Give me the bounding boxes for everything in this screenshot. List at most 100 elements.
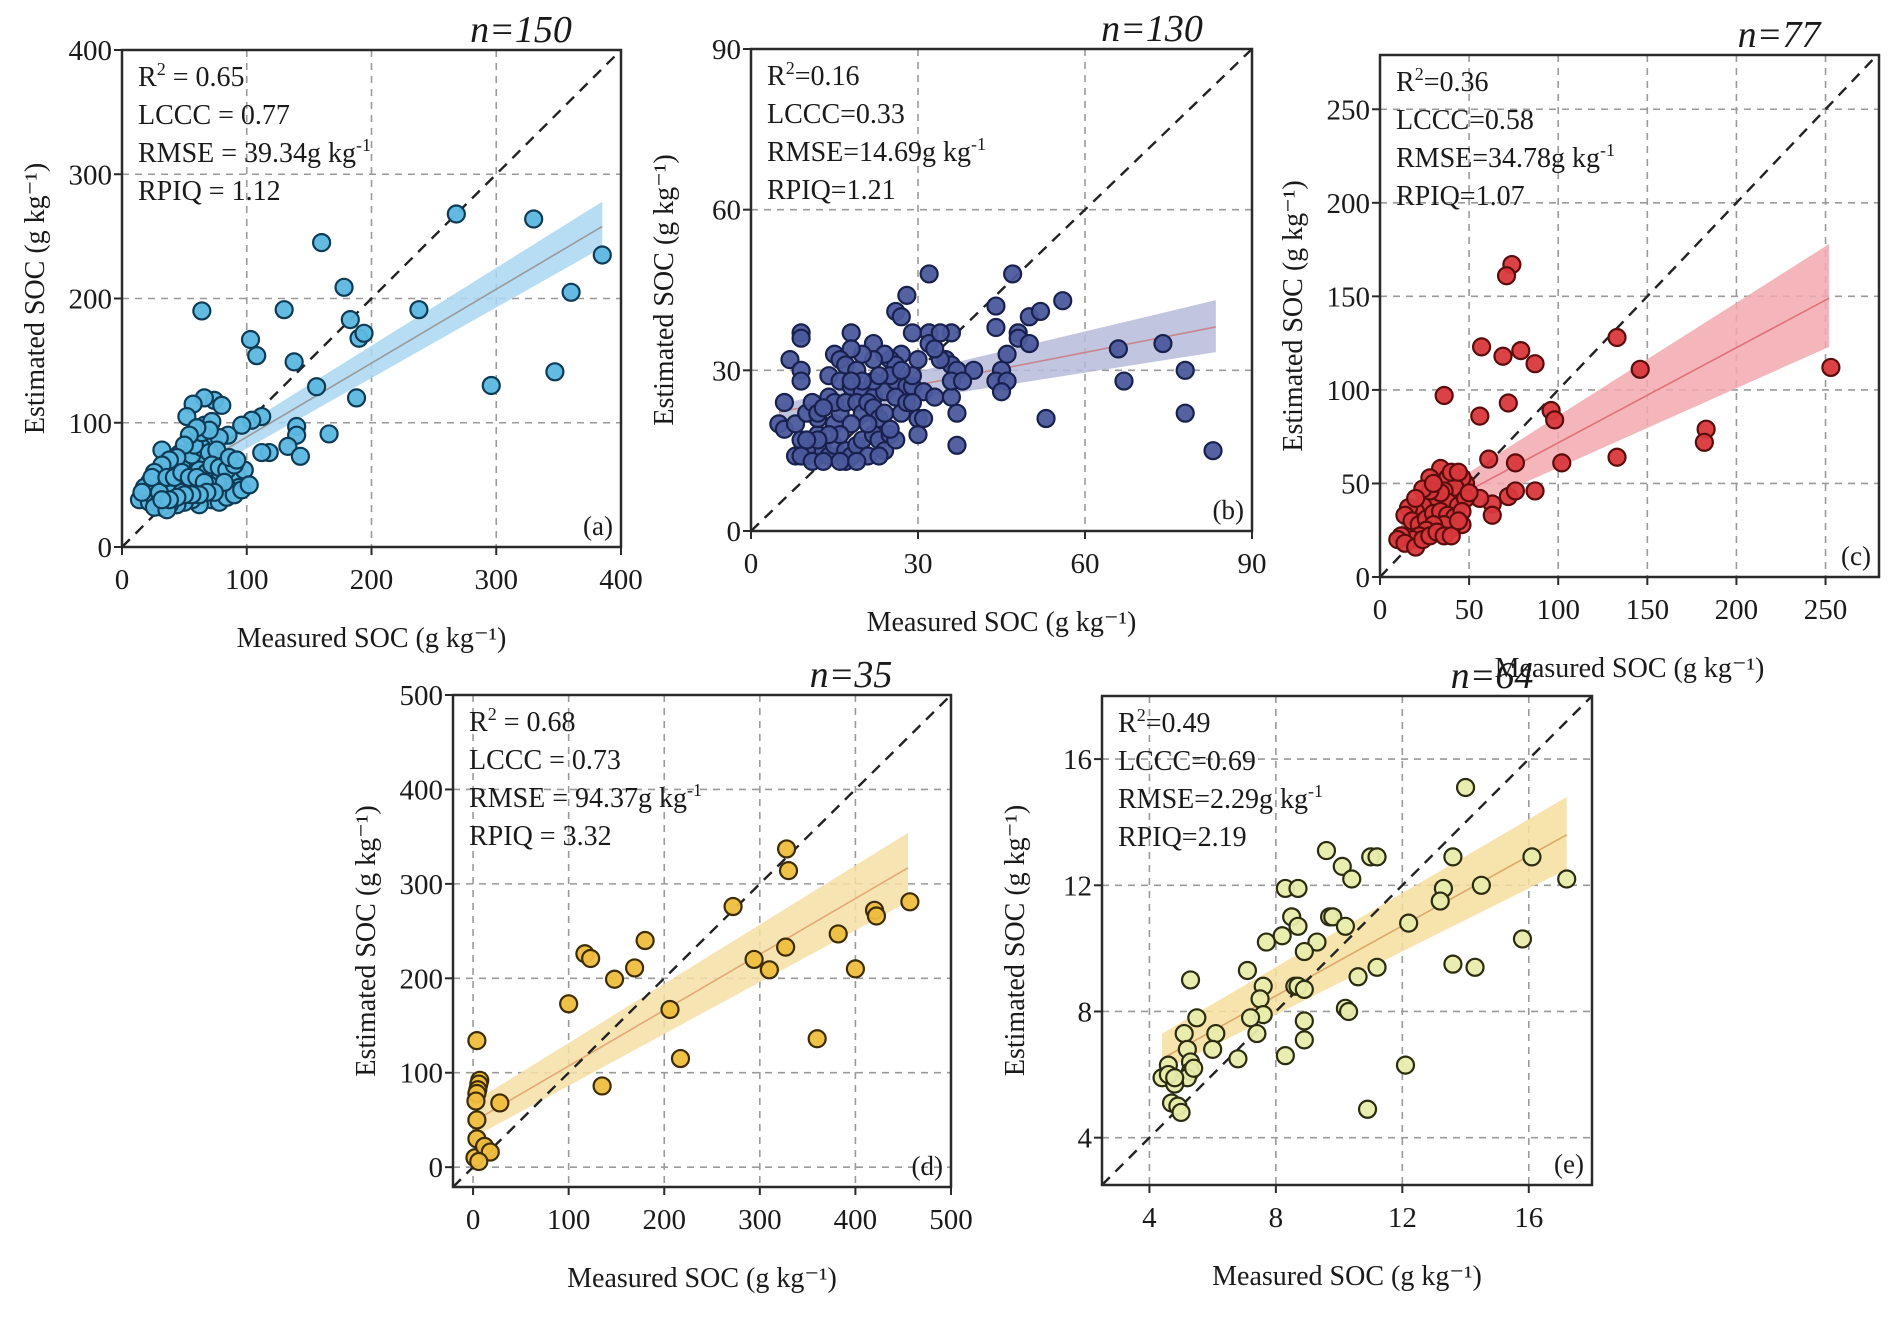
data-point — [874, 403, 895, 423]
data-point — [660, 999, 680, 1020]
data-point — [997, 344, 1017, 364]
data-point — [897, 285, 917, 305]
data-point — [908, 425, 928, 445]
data-points — [1388, 254, 1841, 557]
x-tick-label: 100 — [1536, 594, 1580, 626]
stat-superscript: -1 — [971, 134, 986, 154]
stat-value: =0.36 — [1424, 67, 1489, 98]
stat-line: RMSE=14.69g kg-1 — [767, 134, 986, 168]
data-point — [490, 1093, 510, 1113]
stat-line: R2=0.16 — [767, 58, 859, 92]
x-tick-label: 500 — [929, 1204, 973, 1236]
data-point — [1367, 847, 1387, 867]
data-point — [467, 1031, 487, 1051]
data-point — [466, 1091, 486, 1111]
data-point — [744, 949, 764, 970]
y-tick-label: 0 — [1356, 562, 1371, 594]
data-point — [858, 414, 878, 434]
data-point — [1498, 393, 1518, 413]
data-point — [1153, 333, 1173, 354]
stat-label: RPIQ=1.07 — [1396, 181, 1525, 212]
y-tick-label: 4 — [1078, 1123, 1093, 1155]
y-tick-label: 0 — [727, 516, 742, 548]
data-point — [592, 1076, 612, 1096]
sample-size-label: n=77 — [1738, 14, 1823, 56]
data-point — [866, 906, 887, 926]
data-points — [769, 264, 1223, 471]
data-point — [1522, 847, 1542, 867]
stat-label: RMSE = 39.34g kg — [138, 138, 356, 169]
data-point — [776, 937, 796, 957]
data-point — [1694, 432, 1714, 452]
data-point — [776, 839, 797, 859]
stat-line: LCCC=0.69 — [1118, 746, 1256, 777]
stat-value: =0.16 — [795, 61, 860, 92]
plot-frame — [749, 47, 1254, 533]
data-point — [227, 450, 247, 470]
data-point — [1505, 453, 1526, 473]
stat-label: R — [469, 707, 488, 738]
data-point — [847, 451, 867, 471]
data-point — [723, 896, 743, 917]
x-tick-label: 150 — [1626, 594, 1670, 626]
x-tick-label: 0 — [1373, 594, 1388, 626]
data-point — [1203, 441, 1223, 461]
data-point — [592, 245, 612, 265]
y-tick-label: 12 — [1063, 870, 1092, 902]
data-point — [1294, 979, 1314, 1000]
stat-superscript: 2 — [1415, 64, 1424, 84]
y-tick-label: 90 — [712, 34, 741, 66]
stat-label: RMSE=14.69g kg — [767, 137, 971, 168]
data-point — [1434, 385, 1454, 406]
stat-value: = 0.68 — [497, 707, 576, 738]
stat-line: LCCC=0.33 — [767, 99, 905, 130]
y-axis-label: Estimated SOC (g kg⁻¹) — [1278, 180, 1309, 451]
data-point — [1465, 957, 1485, 977]
data-point — [774, 392, 795, 413]
data-point — [1275, 1046, 1295, 1066]
data-points — [1152, 777, 1577, 1123]
panel-tag: (c) — [1841, 541, 1871, 571]
data-point — [902, 392, 923, 413]
y-tick-label: 50 — [1341, 468, 1370, 500]
x-tick-label: 50 — [1455, 594, 1484, 626]
data-point — [1367, 957, 1387, 977]
data-point — [1175, 360, 1195, 380]
x-tick-label: 300 — [475, 564, 519, 596]
data-point — [545, 362, 565, 382]
data-point — [841, 371, 861, 391]
data-point — [1448, 462, 1469, 482]
y-tick-label: 400 — [69, 35, 113, 67]
data-point — [354, 323, 374, 343]
data-point — [1496, 266, 1517, 286]
data-point — [152, 490, 172, 510]
data-point — [759, 960, 779, 980]
y-tick-label: 500 — [400, 680, 444, 712]
data-point — [807, 1029, 827, 1049]
panel-c: 0 50 100 150 200 250 0 50 100 150 200 250 Measured S… — [1278, 14, 1881, 684]
data-point — [1338, 1001, 1359, 1022]
x-axis-label: Measured SOC (g kg⁻¹) — [567, 1263, 837, 1294]
y-tick-label: 200 — [400, 963, 444, 995]
data-point — [1307, 932, 1327, 952]
data-point — [1607, 327, 1627, 348]
data-point — [1228, 1049, 1248, 1069]
data-point — [625, 958, 645, 978]
data-points — [465, 839, 920, 1172]
data-point — [869, 446, 889, 466]
x-tick-label: 100 — [225, 564, 269, 596]
data-point — [1493, 346, 1513, 366]
data-point — [1557, 869, 1577, 889]
y-tick-label: 100 — [69, 408, 113, 440]
stat-line: RPIQ=1.07 — [1396, 181, 1525, 212]
data-point — [1316, 840, 1337, 861]
data-point — [1512, 929, 1533, 949]
x-tick-label: 100 — [547, 1204, 591, 1236]
data-point — [891, 307, 911, 327]
data-point — [778, 861, 799, 881]
data-point — [952, 371, 973, 391]
x-tick-label: 250 — [1804, 594, 1848, 626]
sample-size-label: n=150 — [470, 9, 572, 51]
regression-line — [477, 867, 909, 1120]
data-point — [1357, 1099, 1378, 1119]
